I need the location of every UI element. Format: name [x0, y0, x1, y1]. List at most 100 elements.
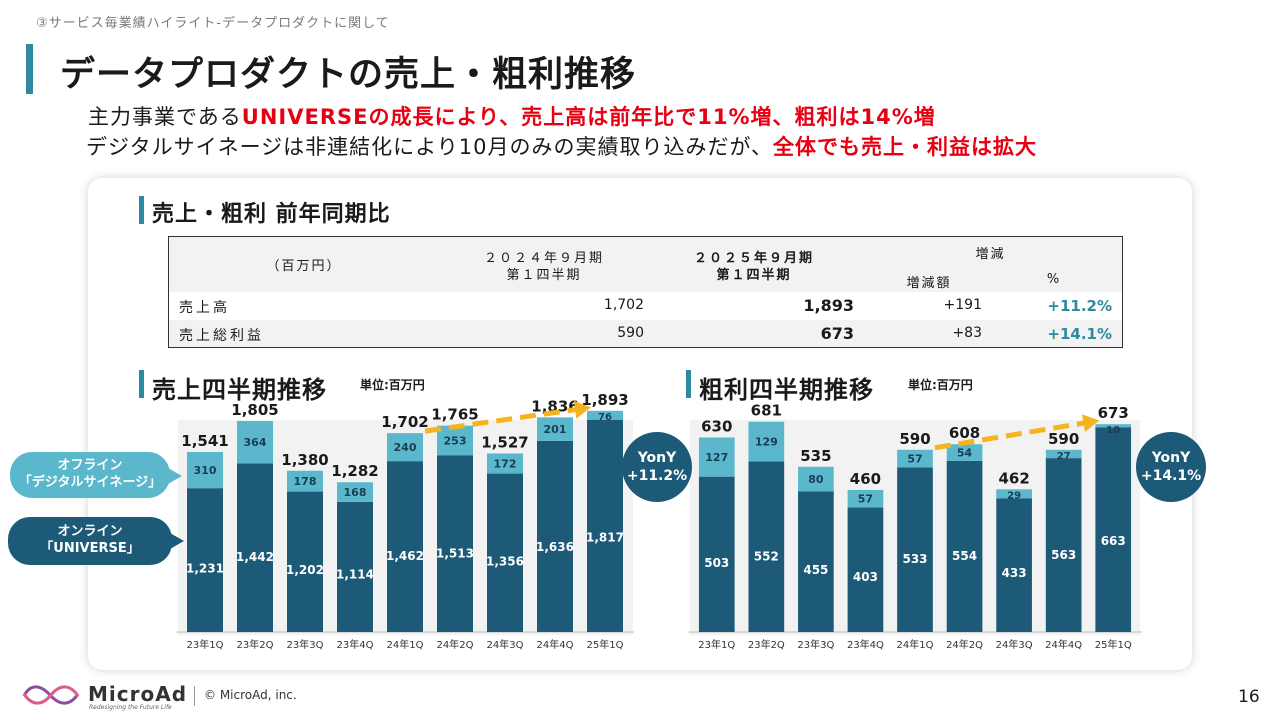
- sales-bar-offline: [287, 470, 323, 492]
- sales-label-offline: 240: [394, 441, 417, 454]
- profit-bar-offline: [1095, 424, 1132, 428]
- sales-label-online: 1,462: [386, 549, 424, 563]
- sales-tick-label: 24年4Q: [537, 638, 574, 651]
- profit-tick-label: 23年2Q: [748, 638, 785, 651]
- sales-label-total: 1,893: [581, 391, 628, 409]
- sales-tick-label: 24年3Q: [487, 638, 524, 651]
- table-row-label: 売上総利益: [179, 328, 264, 344]
- sales-chart-accent-bar: [139, 370, 144, 398]
- sales-bar-offline: [237, 420, 273, 464]
- profit-growth-arrow-head: [1081, 414, 1100, 433]
- profit-label-total: 630: [701, 417, 732, 435]
- subtitle-line-1-part-1: 主力事業である: [88, 105, 242, 129]
- sales-bar-online: [437, 455, 473, 632]
- profit-label-offline: 127: [705, 451, 728, 464]
- profit-bar-online: [798, 491, 834, 632]
- title-accent-bar: [26, 44, 33, 94]
- profit-label-offline: 10: [1106, 425, 1120, 436]
- profit-label-online: 533: [902, 552, 927, 566]
- sales-bar-online: [187, 488, 223, 632]
- sales-bar-online: [337, 501, 373, 632]
- profit-chart-unit: 単位:百万円: [908, 378, 973, 392]
- profit-bar-online: [946, 460, 983, 632]
- profit-bar-online: [1095, 427, 1132, 632]
- profit-label-offline: 54: [957, 447, 973, 460]
- microad-logo-icon: [22, 685, 80, 705]
- legend-online-label: オンライン 「UNIVERSE」: [40, 524, 140, 556]
- sales-label-online: 1,202: [286, 563, 324, 577]
- profit-tick-label: 24年4Q: [1045, 638, 1082, 651]
- profit-label-online: 503: [704, 556, 729, 570]
- sales-label-offline: 168: [344, 486, 367, 499]
- profit-label-offline: 129: [755, 436, 778, 449]
- profit-tick-label: 23年3Q: [797, 638, 834, 651]
- subtitle-line-1-highlight: UNIVERSEの成長により、売上高は前年比で11%増、粗利は14%増: [241, 105, 936, 129]
- table-cell-2024: 590: [617, 325, 644, 341]
- table-row-label: 売上高: [179, 300, 230, 316]
- profit-bar-online: [748, 461, 785, 632]
- sales-label-total: 1,380: [281, 451, 328, 469]
- sales-bar-online: [237, 463, 273, 632]
- sales-chart-title: 売上四半期推移: [152, 376, 327, 404]
- yoy-section-accent-bar: [139, 196, 144, 224]
- footer-separator: [194, 686, 195, 706]
- profit-tick-label: 24年2Q: [946, 638, 983, 651]
- sales-bar-online: [287, 491, 323, 632]
- table-col-2025: ２０２５年９月期: [693, 251, 814, 266]
- table-cell-pct: +14.1%: [1047, 325, 1112, 343]
- profit-bar-online: [698, 476, 735, 632]
- profit-bar-offline: [748, 421, 785, 462]
- sales-yony-label: YonY: [637, 449, 677, 466]
- profit-label-total: 462: [998, 469, 1029, 487]
- page-title: データプロダクトの売上・粗利推移: [60, 55, 637, 95]
- sales-label-total: 1,805: [231, 401, 278, 419]
- table-col-change-pct: %: [1046, 272, 1062, 287]
- table-unit-label: （百万円）: [266, 259, 342, 274]
- sales-bar-online: [537, 440, 573, 632]
- sales-bar-online: [487, 473, 523, 632]
- profit-bar-online: [897, 467, 933, 632]
- profit-bar-offline: [698, 437, 735, 477]
- sales-bar-offline: [387, 433, 423, 462]
- profit-label-online: 663: [1101, 534, 1126, 548]
- profit-chart-accent-bar: [686, 370, 691, 398]
- profit-bar-offline: [996, 489, 1032, 499]
- profit-bar-online: [996, 498, 1032, 632]
- sales-bar-online: [587, 419, 623, 632]
- profit-bar-online: [847, 507, 884, 632]
- sales-bar-online: [387, 461, 423, 632]
- table-row: 売上高 1,702 1,893 +191 +11.2%: [169, 292, 1122, 320]
- profit-label-total: 608: [949, 424, 980, 442]
- profit-yony-badge: YonY +14.1%: [1136, 432, 1206, 502]
- profit-yony-value: +14.1%: [1140, 468, 1202, 484]
- sales-label-online: 1,114: [336, 567, 374, 581]
- profit-tick-label: 25年1Q: [1095, 638, 1132, 651]
- sales-label-online: 1,513: [436, 546, 474, 560]
- page-number: 16: [1238, 687, 1260, 707]
- profit-label-online: 433: [1002, 566, 1027, 580]
- copyright: © MicroAd, inc.: [204, 688, 297, 702]
- profit-label-total: 681: [751, 402, 782, 420]
- profit-tick-label: 23年4Q: [847, 638, 884, 651]
- sales-label-total: 1,541: [181, 432, 228, 450]
- profit-label-total: 590: [899, 430, 930, 448]
- sales-label-offline: 76: [598, 412, 612, 423]
- sales-label-online: 1,817: [586, 530, 624, 544]
- profit-bar-online: [1045, 458, 1082, 632]
- subtitle-line-2: デジタルサイネージは非連結化により10月のみの実績取り込みだが、全体でも売上・利…: [86, 131, 1037, 161]
- table-col-change-amount: 増減額: [906, 276, 952, 291]
- table-cell-pct: +11.2%: [1047, 297, 1112, 315]
- legend-online-callout: オンライン 「UNIVERSE」: [8, 517, 184, 565]
- table-col-2024-sub: 第１四半期: [506, 268, 582, 283]
- table-cell-diff: +191: [943, 297, 982, 313]
- subtitle-line-2-highlight: 全体でも売上・利益は拡大: [773, 135, 1038, 159]
- profit-tick-label: 23年1Q: [698, 638, 735, 651]
- sales-label-offline: 201: [544, 423, 567, 436]
- brand-name: MicroAd: [88, 682, 188, 706]
- sales-yony-badge: YonY +11.2%: [622, 432, 692, 502]
- profit-tick-label: 24年1Q: [897, 638, 934, 651]
- sales-bar-offline: [487, 453, 523, 474]
- sales-tick-label: 23年2Q: [237, 638, 274, 651]
- profit-label-total: 535: [800, 447, 831, 465]
